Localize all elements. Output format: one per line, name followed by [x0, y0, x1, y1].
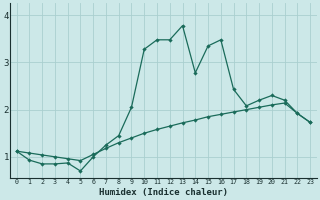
X-axis label: Humidex (Indice chaleur): Humidex (Indice chaleur)	[99, 188, 228, 197]
